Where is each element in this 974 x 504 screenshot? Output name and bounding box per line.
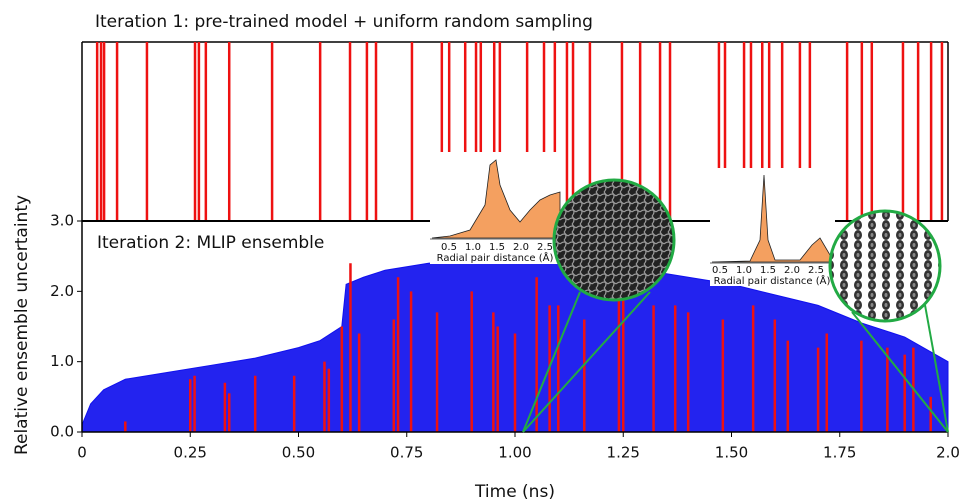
- structure-snapshot: [828, 209, 942, 323]
- y-tick-label: 3.0: [50, 212, 74, 230]
- inset-tick: 0.5: [712, 265, 728, 276]
- inset-tick: 2.5: [808, 265, 824, 276]
- zoom-line: [851, 311, 949, 433]
- inset-tick: 1.5: [489, 242, 505, 253]
- y-tick-label: 1.0: [50, 352, 74, 370]
- inset-tick: 2.0: [513, 242, 529, 253]
- inset: 0.5 1.0 1.5 2.0 2.5 Radial pair distance…: [430, 152, 565, 264]
- zoom-line: [522, 291, 651, 433]
- y-tick-label: 0.0: [50, 423, 74, 441]
- inset-tick: 1.0: [736, 265, 752, 276]
- x-tick-label: 0.25: [174, 444, 207, 462]
- zoom-line: [924, 304, 949, 433]
- y-tick-label: 2.0: [50, 282, 74, 300]
- x-tick-label: 0.75: [390, 444, 423, 462]
- inset-tick: 1.0: [465, 242, 481, 253]
- inset-tick: 1.5: [760, 265, 776, 276]
- inset-label: Radial pair distance (Å): [437, 251, 554, 264]
- inset-tick: 2.0: [784, 265, 800, 276]
- x-tick-label: 1.50: [715, 444, 748, 462]
- inset: 0.5 1.0 1.5 2.0 2.5 Radial pair distance…: [710, 168, 835, 287]
- inset-label: Radial pair distance (Å): [714, 274, 831, 287]
- y-axis-label: Relative ensemble uncertainty: [12, 195, 32, 455]
- inset-tick: 2.5: [537, 242, 553, 253]
- inset-bg: [710, 168, 835, 286]
- zoom-line: [522, 291, 581, 433]
- x-tick-label: 1.75: [823, 444, 856, 462]
- structure-snapshot: [552, 178, 676, 302]
- x-tick-label: 2.0: [936, 444, 960, 462]
- x-axis-label: Time (ns): [474, 482, 555, 502]
- inset-histogram: [431, 159, 561, 239]
- x-tick-label: 0.50: [282, 444, 315, 462]
- chart-title: Iteration 2: MLIP ensemble: [97, 233, 324, 253]
- inset-tick: 0.5: [441, 242, 457, 253]
- top-title: Iteration 1: pre-trained model + uniform…: [95, 12, 593, 32]
- x-tick-label: 1.00: [498, 444, 531, 462]
- x-tick-label: 1.25: [607, 444, 640, 462]
- x-tick-label: 0: [77, 444, 87, 462]
